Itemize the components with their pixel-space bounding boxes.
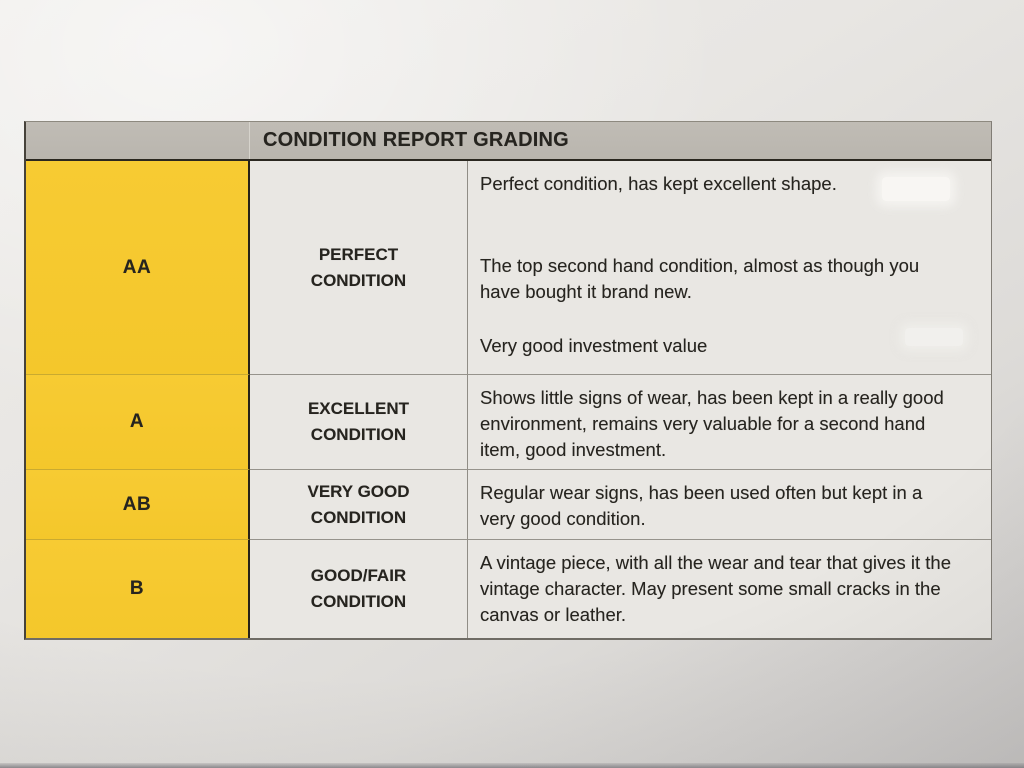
table-row: B GOOD/FAIR CONDITION A vintage piece, w… bbox=[26, 539, 991, 638]
grade-cell: AA bbox=[26, 161, 250, 374]
condition-label: VERY GOOD CONDITION bbox=[307, 481, 410, 527]
table-row: AB VERY GOOD CONDITION Regular wear sign… bbox=[26, 469, 991, 539]
grade-label: AB bbox=[122, 493, 152, 515]
table-header-row: CONDITION REPORT GRADING bbox=[26, 122, 991, 161]
grade-label: B bbox=[129, 578, 145, 599]
condition-cell: PERFECT CONDITION bbox=[250, 161, 468, 374]
grade-label: AA bbox=[122, 256, 152, 278]
condition-cell: VERY GOOD CONDITION bbox=[250, 469, 468, 539]
description-paragraph: Very good investment value bbox=[480, 335, 708, 356]
condition-cell: EXCELLENT CONDITION bbox=[250, 374, 468, 469]
whiteout-mark bbox=[905, 328, 963, 346]
condition-report-table: CONDITION REPORT GRADING AA PERFECT COND… bbox=[24, 121, 992, 640]
grade-cell: AB bbox=[26, 469, 250, 539]
table-row: A EXCELLENT CONDITION Shows little signs… bbox=[26, 374, 991, 469]
grade-cell: B bbox=[26, 539, 250, 638]
photo-bottom-edge bbox=[0, 763, 1024, 768]
description-cell: A vintage piece, with all the wear and t… bbox=[468, 539, 991, 638]
condition-cell: GOOD/FAIR CONDITION bbox=[250, 539, 468, 638]
description-paragraph: Perfect condition, has kept excellent sh… bbox=[480, 173, 837, 194]
table-title: CONDITION REPORT GRADING bbox=[263, 129, 569, 151]
condition-label: PERFECT CONDITION bbox=[310, 244, 407, 290]
description-cell: Perfect condition, has kept excellent sh… bbox=[468, 161, 991, 374]
header-title-cell: CONDITION REPORT GRADING bbox=[250, 122, 991, 159]
description-paragraph: The top second hand condition, almost as… bbox=[480, 255, 920, 302]
description-cell: Regular wear signs, has been used often … bbox=[468, 469, 991, 539]
header-empty-cell bbox=[26, 122, 250, 159]
condition-label: GOOD/FAIR CONDITION bbox=[310, 566, 407, 611]
grade-cell: A bbox=[26, 374, 250, 469]
description-cell: Shows little signs of wear, has been kep… bbox=[468, 374, 991, 469]
table-row: AA PERFECT CONDITION Perfect condition, … bbox=[26, 161, 991, 374]
description-paragraph: A vintage piece, with all the wear and t… bbox=[480, 552, 952, 625]
whiteout-mark bbox=[882, 177, 950, 201]
description-paragraph: Regular wear signs, has been used often … bbox=[480, 482, 923, 529]
condition-label: EXCELLENT CONDITION bbox=[307, 399, 410, 444]
description-paragraph: Shows little signs of wear, has been kep… bbox=[480, 387, 944, 460]
grade-label: A bbox=[129, 411, 145, 432]
